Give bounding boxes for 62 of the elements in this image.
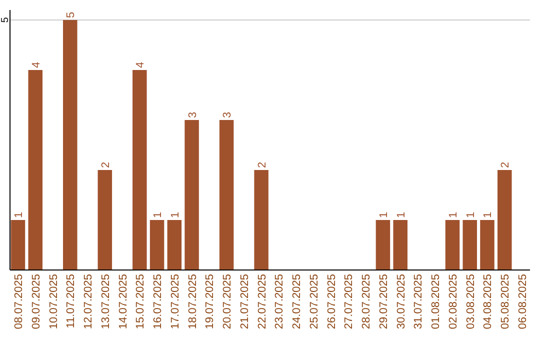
x-tick-label: 03.08.2025 <box>464 274 477 330</box>
bar <box>98 170 112 270</box>
data-label: 1 <box>464 212 477 218</box>
data-label: 4 <box>134 62 147 68</box>
bar <box>480 220 494 270</box>
x-tick-label: 04.08.2025 <box>482 274 494 330</box>
x-tick-label: 05.08.2025 <box>500 274 512 330</box>
x-tick-label: 10.07.2025 <box>48 274 60 330</box>
x-tick-label: 06.08.2025 <box>517 274 530 330</box>
bar <box>376 220 390 270</box>
x-tick-label: 01.08.2025 <box>430 274 442 330</box>
x-tick-label: 22.07.2025 <box>256 274 268 330</box>
bar <box>10 220 26 270</box>
x-tick-label: 14.07.2025 <box>117 274 130 330</box>
x-tick-label: 16.07.2025 <box>152 274 164 330</box>
x-tick-label: 13.07.2025 <box>100 274 112 330</box>
bar <box>445 220 460 270</box>
x-tick-label: 23.07.2025 <box>274 274 286 330</box>
data-label: 3 <box>186 112 199 118</box>
bar <box>150 220 164 270</box>
data-label: 1 <box>395 212 408 218</box>
data-label: 5 <box>65 12 78 18</box>
data-label: 3 <box>222 112 234 118</box>
bar <box>393 220 408 270</box>
x-tick-label: 24.07.2025 <box>291 274 304 330</box>
x-tick-label: 15.07.2025 <box>134 274 147 330</box>
x-tick-label: 12.07.2025 <box>82 274 95 330</box>
data-label: 1 <box>378 212 390 218</box>
bar <box>184 120 199 270</box>
data-label: 1 <box>12 212 25 218</box>
bar <box>63 20 78 270</box>
x-tick-label: 26.07.2025 <box>326 274 338 330</box>
x-tick-label: 21.07.2025 <box>238 274 251 330</box>
x-tick-label: 02.08.2025 <box>447 274 460 330</box>
x-tick-label: 18.07.2025 <box>186 274 199 330</box>
x-tick-label: 28.07.2025 <box>360 274 373 330</box>
x-tick-label: 29.07.2025 <box>378 274 390 330</box>
data-label: 4 <box>30 62 42 68</box>
data-label: 1 <box>447 212 460 218</box>
bar <box>28 70 42 270</box>
data-label: 1 <box>152 212 164 218</box>
x-tick-label: 30.07.2025 <box>395 274 408 330</box>
bar <box>498 170 512 270</box>
x-tick-label: 09.07.2025 <box>30 274 42 330</box>
x-tick-label: 19.07.2025 <box>204 274 216 330</box>
bar <box>219 120 234 270</box>
bar <box>132 70 147 270</box>
x-tick-label: 17.07.2025 <box>169 274 182 330</box>
x-tick-label: 27.07.2025 <box>343 274 356 330</box>
data-label: 1 <box>169 212 182 218</box>
x-tick-label: 08.07.2025 <box>12 274 25 330</box>
x-tick-label: 25.07.2025 <box>308 274 320 330</box>
data-label: 2 <box>256 162 268 168</box>
bar <box>167 220 182 270</box>
bar <box>254 170 268 270</box>
x-tick-label: 31.07.2025 <box>412 274 425 330</box>
x-tick-label: 11.07.2025 <box>65 274 78 328</box>
data-label: 2 <box>500 162 512 168</box>
data-label: 2 <box>100 162 112 168</box>
bar <box>462 220 477 270</box>
data-label: 1 <box>482 212 494 218</box>
x-tick-label: 20.07.2025 <box>222 274 234 330</box>
